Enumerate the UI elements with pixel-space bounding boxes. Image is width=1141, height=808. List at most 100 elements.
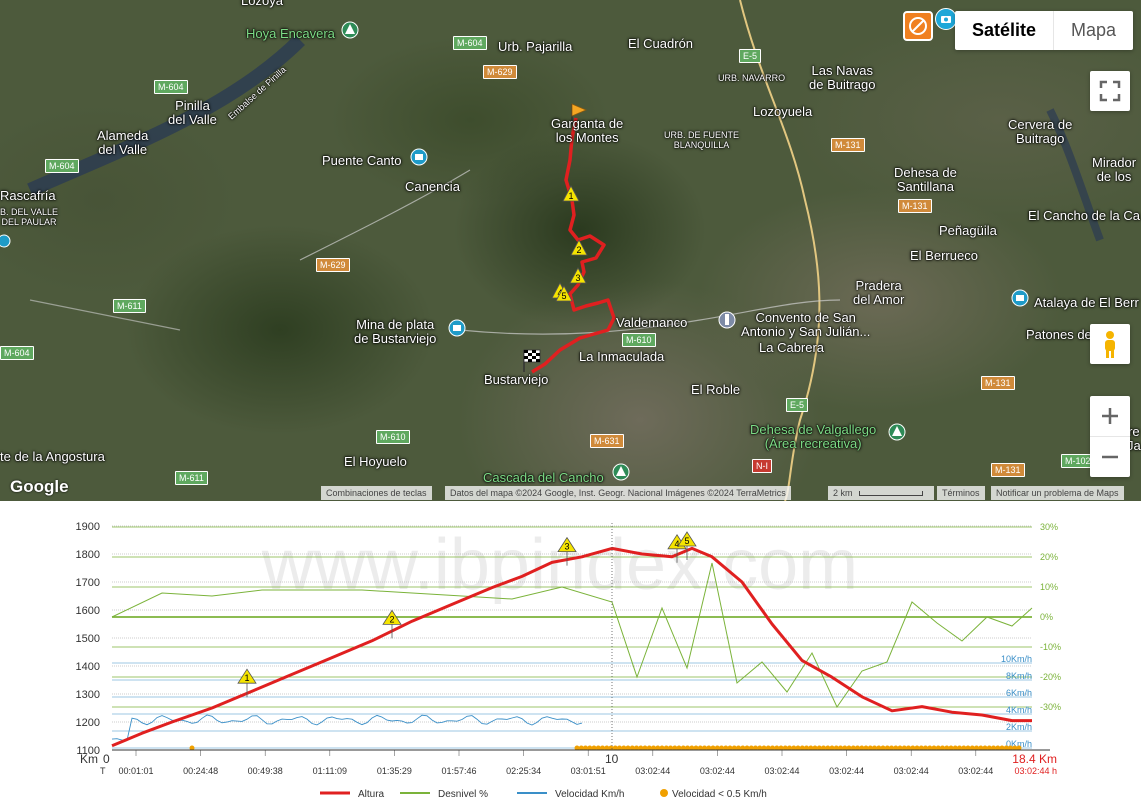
tree-pin-icon[interactable] bbox=[612, 463, 630, 481]
waypoint-2-icon[interactable] bbox=[570, 239, 588, 256]
place-label: Convento de San Antonio y San Julián... bbox=[741, 310, 871, 339]
speed-line-label: 2Km/h bbox=[1006, 722, 1032, 732]
church-pin-icon[interactable] bbox=[718, 311, 736, 329]
stop-dot bbox=[587, 745, 593, 751]
stop-dot bbox=[693, 745, 699, 751]
museum-pin-icon[interactable] bbox=[0, 234, 11, 248]
finish-flag-icon[interactable] bbox=[523, 349, 541, 372]
map-button[interactable]: Mapa bbox=[1071, 20, 1117, 40]
place-label: Canencia bbox=[405, 179, 460, 194]
place-label: Rascafría bbox=[0, 188, 56, 203]
stop-dot bbox=[1003, 745, 1009, 751]
place-label: Atalaya de El Berr bbox=[1034, 295, 1139, 310]
place-label: La Cabrera bbox=[759, 340, 825, 355]
fullscreen-icon bbox=[1099, 80, 1121, 102]
waypoint-1-icon[interactable] bbox=[562, 185, 580, 202]
museum-pin-icon[interactable] bbox=[448, 319, 466, 337]
speed-trace bbox=[111, 714, 583, 741]
stop-dot bbox=[608, 745, 614, 751]
zoom-in-button[interactable] bbox=[1090, 396, 1130, 437]
speed-line-label: 4Km/h bbox=[1006, 705, 1032, 715]
stop-dot bbox=[689, 745, 695, 751]
place-label: Pinilla del Valle bbox=[168, 98, 217, 127]
street-view-button[interactable] bbox=[1090, 324, 1130, 364]
waypoint-3-icon[interactable] bbox=[569, 267, 587, 284]
poi-markers bbox=[0, 21, 1029, 481]
terms-link[interactable]: Términos bbox=[937, 486, 985, 500]
waypoint-label: 3 bbox=[564, 542, 569, 552]
speed-lines: 10Km/h 8Km/h 6Km/h 4Km/h 2Km/h 0Km/h bbox=[112, 654, 1032, 749]
place-label: El Berrueco bbox=[910, 248, 978, 263]
stop-dot bbox=[863, 745, 869, 751]
museum-pin-icon[interactable] bbox=[410, 148, 428, 166]
scale-label: 2 km bbox=[833, 488, 853, 498]
stop-dot bbox=[659, 745, 665, 751]
stop-dot bbox=[889, 745, 894, 751]
elevation-profile-chart: www.ibpindex.com 10Km/h8Km/h6Km/h4Km/h2K… bbox=[76, 521, 1062, 800]
place-label: Valdemanco bbox=[616, 315, 688, 330]
zoom-in-icon bbox=[1102, 408, 1118, 424]
map-type-control: Satélite Mapa bbox=[955, 11, 1134, 50]
stop-dot bbox=[770, 745, 775, 751]
time-axis-ticks: 00:01:01 00:24:48 00:49:38 01:11:09 01:35:29… bbox=[112, 749, 1050, 776]
waypoint-label: 4 bbox=[674, 539, 679, 549]
zoom-out-icon bbox=[1102, 455, 1118, 459]
place-label: Puente Canto bbox=[322, 153, 402, 168]
zoom-out-button[interactable] bbox=[1090, 437, 1130, 477]
place-label: Mina de plata de Bustarviejo bbox=[354, 317, 437, 346]
start-flag-icon[interactable] bbox=[571, 103, 588, 124]
place-label: te de la Angostura bbox=[0, 449, 105, 464]
museum-pin-icon[interactable] bbox=[1011, 289, 1029, 307]
speed-line-label: 0Km/h bbox=[1006, 739, 1032, 749]
km-tick: 10 bbox=[605, 752, 619, 766]
tree-pin-icon[interactable] bbox=[341, 21, 359, 39]
waypoint-5-icon[interactable] bbox=[555, 285, 573, 302]
y2-tick-label: -20% bbox=[1040, 672, 1061, 682]
camera-icon[interactable] bbox=[935, 8, 957, 30]
stop-dot bbox=[723, 745, 729, 751]
y2-tick-label: 20% bbox=[1040, 552, 1058, 562]
satellite-button[interactable]: Satélite bbox=[955, 11, 1055, 50]
place-label: Lozoya bbox=[241, 0, 283, 8]
stop-dot bbox=[702, 745, 707, 751]
report-problem-link[interactable]: Notificar un problema de Maps bbox=[991, 486, 1124, 500]
scale-bar[interactable]: 2 km bbox=[828, 486, 934, 500]
fullscreen-button[interactable] bbox=[1090, 71, 1130, 111]
stop-dot bbox=[583, 745, 588, 751]
time-tick-label: 03:02:44 bbox=[635, 766, 670, 776]
stop-dot bbox=[765, 745, 771, 751]
stop-dot bbox=[825, 745, 831, 751]
stop-dot bbox=[1016, 745, 1022, 751]
stop-dot bbox=[923, 745, 928, 751]
road-badge: M-131 bbox=[981, 376, 1015, 390]
legend-velocidad: Velocidad Km/h bbox=[555, 789, 625, 800]
road-badge: M-610 bbox=[376, 430, 410, 444]
time-tick-label: 00:24:48 bbox=[183, 766, 218, 776]
stop-dot bbox=[744, 745, 750, 751]
stop-dot bbox=[795, 745, 801, 751]
place-label: Pradera del Amor bbox=[853, 278, 905, 307]
y2-tick-label: 30% bbox=[1040, 522, 1058, 532]
place-label: URB. NAVARRO bbox=[718, 73, 786, 83]
stop-dot bbox=[952, 745, 958, 751]
no-photos-icon[interactable] bbox=[903, 11, 933, 41]
satellite-map[interactable]: 1 2 3 4 5 bbox=[0, 0, 1141, 501]
stop-dot bbox=[740, 745, 746, 751]
stop-dot bbox=[991, 745, 996, 751]
stop-dot bbox=[591, 745, 597, 751]
stop-dot bbox=[621, 745, 627, 751]
y-tick-label: 1300 bbox=[76, 689, 100, 701]
stop-dot bbox=[833, 745, 839, 751]
stop-dot bbox=[935, 745, 941, 751]
stop-dot bbox=[600, 745, 605, 751]
place-label: B. DEL VALLE DEL PAULAR bbox=[0, 207, 59, 227]
stop-dot bbox=[676, 745, 682, 751]
keyboard-shortcuts-link[interactable]: Combinaciones de teclas bbox=[321, 486, 432, 500]
tree-pin-icon[interactable] bbox=[888, 423, 906, 441]
google-logo[interactable]: Google bbox=[10, 477, 69, 496]
road-badge: M-604 bbox=[453, 36, 487, 50]
time-tick-label: 02:25:34 bbox=[506, 766, 541, 776]
stop-dot bbox=[850, 745, 856, 751]
y-tick-label: 1400 bbox=[76, 661, 100, 673]
slope-line bbox=[111, 562, 1033, 709]
